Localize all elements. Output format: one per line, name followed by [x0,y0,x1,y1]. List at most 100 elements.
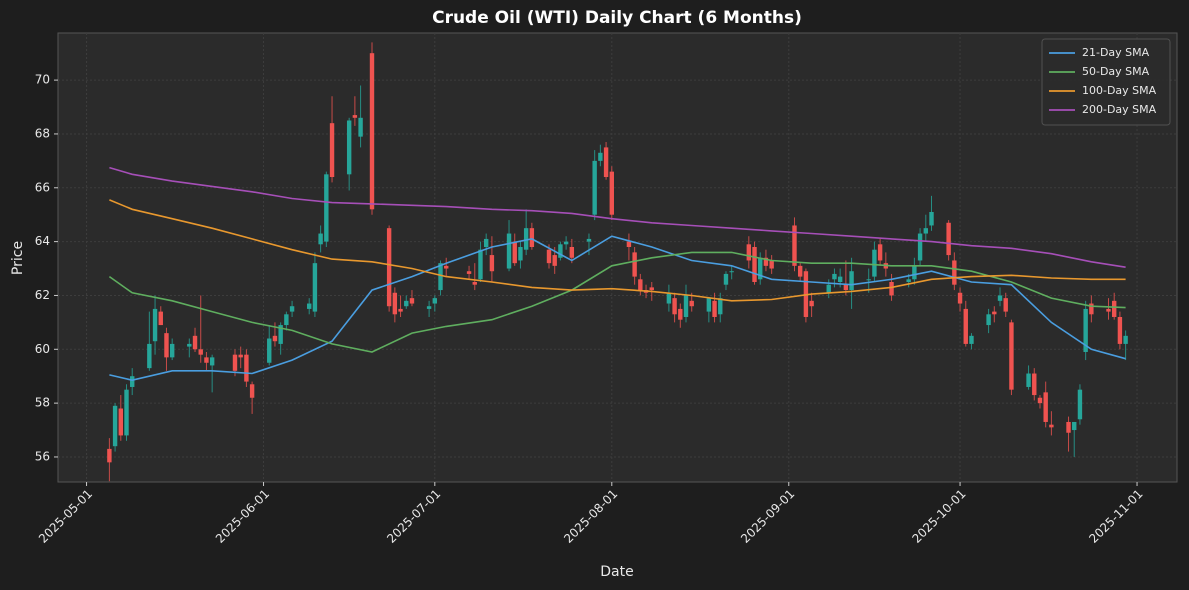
candle-body [603,147,609,178]
legend-box [1041,38,1171,126]
candle-body [118,408,124,436]
candle-body [489,255,495,272]
y-tick-label: 70 [35,73,50,87]
candle-body [398,308,403,312]
candle-body [267,338,272,363]
x-axis-label: Date [600,564,633,580]
candle-body [409,298,415,304]
candle-body [792,225,797,266]
candle-body [986,314,991,326]
plot-area [57,32,1178,483]
candle-body [1106,308,1111,312]
candle-body [164,333,169,358]
candle-body [426,306,432,309]
candle-body [877,244,883,261]
candle-body [632,252,637,277]
candle-body [546,249,552,264]
y-axis-label: Price [10,241,26,275]
candle-body [352,115,358,118]
candle-body [483,238,489,248]
candle-body [147,343,152,369]
candle-body [706,298,712,312]
candle-body [1072,421,1077,431]
y-tick-label: 58 [35,396,50,410]
legend: 21-Day SMA 50-Day SMA 100-Day SMA 200-Day S… [1041,38,1171,126]
candle-body [198,349,203,355]
candle-body [592,160,597,215]
sma-line [109,166,1126,268]
candle-body [558,244,563,258]
candle-body [346,120,352,175]
candle-body [1089,303,1094,315]
candle-body [997,295,1003,301]
candle-body [923,228,928,234]
candle-body [438,263,443,291]
candle-body [946,222,951,256]
candle-body [278,325,283,344]
candle-body [249,384,255,398]
candle-body [529,228,535,248]
y-tick-label: 64 [35,234,50,248]
legend-label: 100-Day SMA [1082,84,1157,97]
candle-body [1003,298,1008,312]
candle-body [130,376,135,387]
candle-body [843,284,849,291]
candle-body [404,300,409,307]
candle-body [809,300,814,307]
candle-body [1026,373,1031,387]
candle-body [158,311,163,326]
candle-body [329,123,335,178]
candle-body [626,241,632,248]
legend-label: 200-Day SMA [1082,103,1157,116]
candle-body [472,281,477,285]
candle-body [963,308,968,344]
candle-body [957,292,963,304]
candle-body [506,233,512,269]
candle-body [837,276,843,282]
candle-body [209,357,215,366]
sma-line [108,251,1126,353]
candle-body [872,249,877,277]
candle-body [598,152,603,161]
candle-body [866,279,871,281]
candle-body [307,303,312,309]
candle-body [512,241,517,264]
candle-body [1077,389,1083,420]
candle-body [1037,397,1043,404]
sma-line [109,235,1126,382]
candle-body [569,247,575,258]
candle-body [1032,373,1037,396]
candle-body [192,335,198,350]
candle-body [758,257,763,280]
candle-body [369,53,375,210]
candle-body [386,228,392,307]
candle-body [1123,335,1128,344]
sma-line [109,199,1126,302]
candle-body [523,228,529,250]
y-tick-label: 60 [35,342,50,356]
candle-body [466,271,472,274]
candle-body [169,343,175,358]
candle-body [204,357,209,363]
candle-body [392,292,398,315]
legend-label: 50-Day SMA [1082,65,1150,78]
candle-body [1049,424,1054,428]
candle-body [432,298,438,304]
candle-body [1066,421,1071,433]
candle-body [1083,308,1088,352]
y-tick-label: 66 [35,180,50,194]
candle-body [929,212,934,226]
candle-body [244,354,249,382]
candle-body [723,273,729,285]
candle-body [689,300,694,307]
candle-body [849,271,854,291]
candle-body [586,238,592,242]
candle-body [992,311,997,315]
candle-body [107,448,112,463]
candle-body [912,265,917,280]
candle-body [746,244,752,261]
candle-body [1043,392,1048,422]
candle-body [272,335,278,342]
candle-body [444,265,449,269]
